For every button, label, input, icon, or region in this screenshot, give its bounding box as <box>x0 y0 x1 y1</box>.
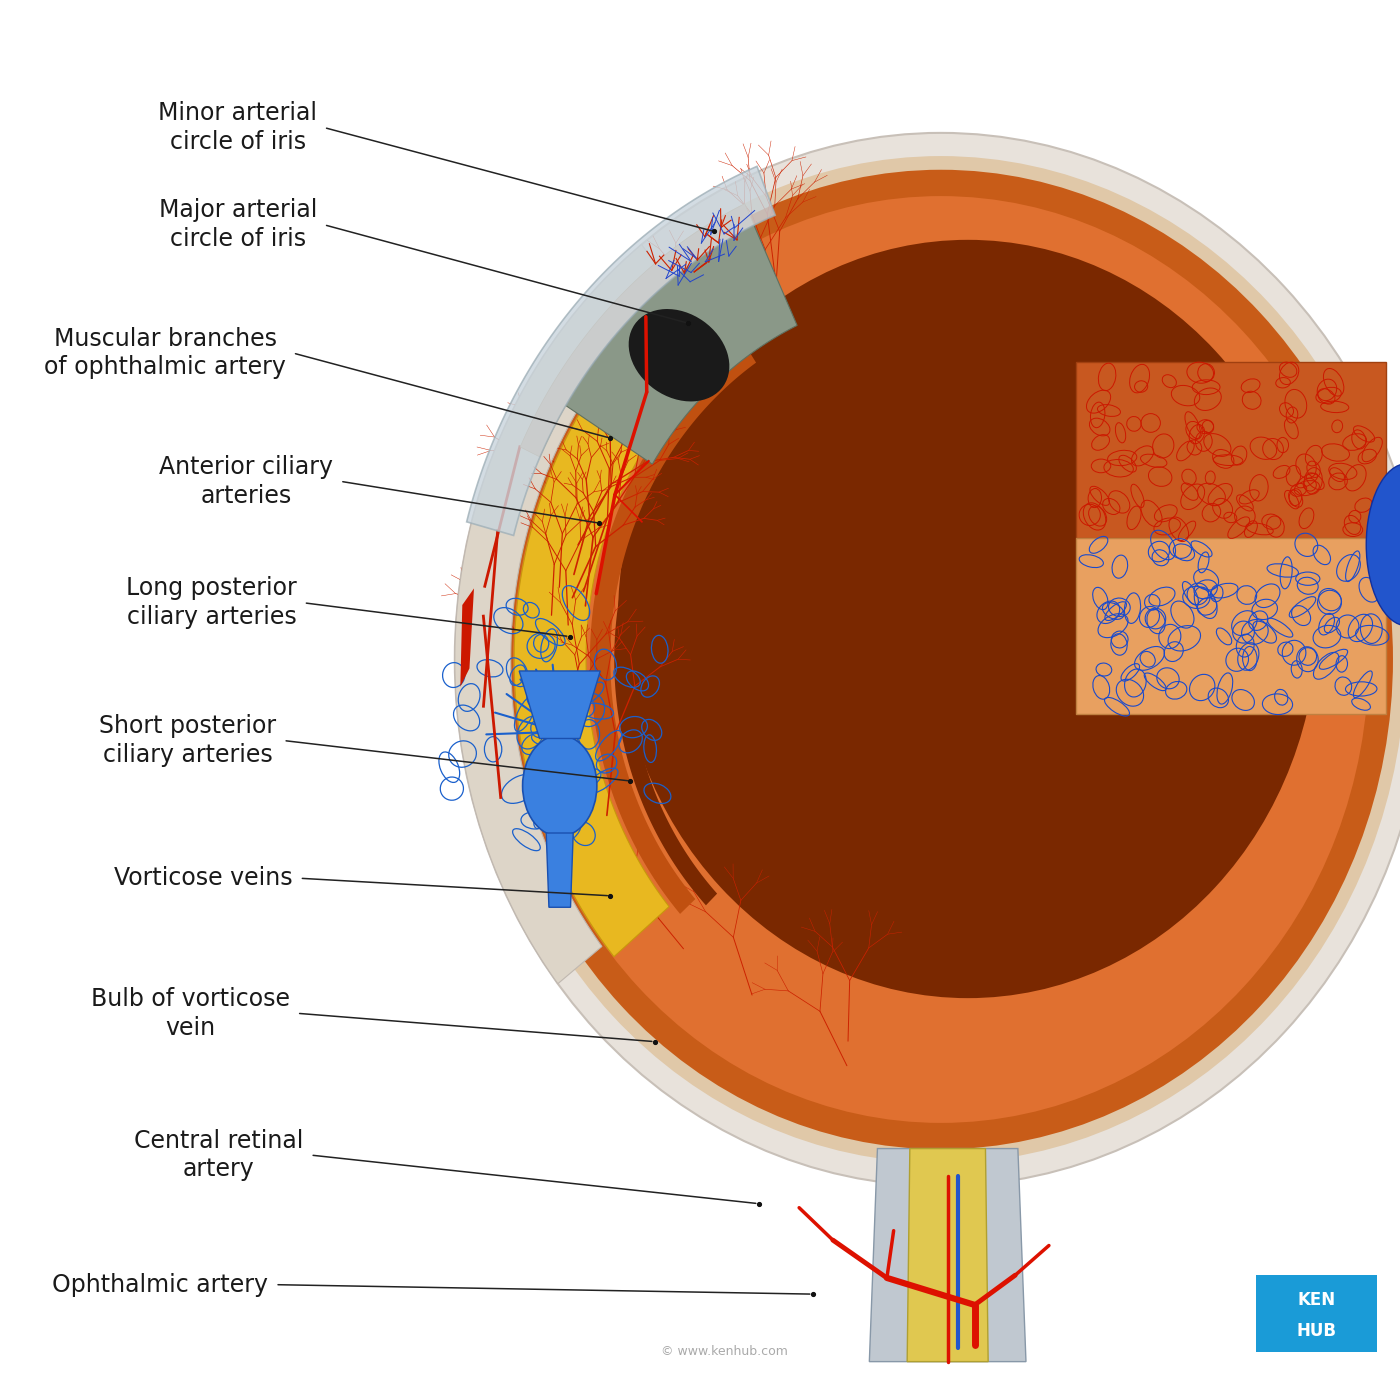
Text: HUB: HUB <box>1296 1322 1336 1340</box>
Ellipse shape <box>629 309 729 402</box>
Polygon shape <box>546 833 573 907</box>
Polygon shape <box>461 588 475 687</box>
Polygon shape <box>455 245 676 984</box>
Polygon shape <box>869 1148 1026 1362</box>
Text: Anterior ciliary
arteries: Anterior ciliary arteries <box>160 455 333 508</box>
Ellipse shape <box>1366 463 1400 626</box>
Polygon shape <box>466 167 776 535</box>
Polygon shape <box>566 225 797 465</box>
Text: Muscular branches
of ophthalmic artery: Muscular branches of ophthalmic artery <box>45 326 286 379</box>
Text: KEN: KEN <box>1298 1291 1336 1309</box>
Polygon shape <box>521 204 755 456</box>
Ellipse shape <box>617 239 1317 998</box>
Polygon shape <box>519 671 601 738</box>
Text: Bulb of vorticose
vein: Bulb of vorticose vein <box>91 987 290 1040</box>
Text: Central retinal
artery: Central retinal artery <box>134 1128 304 1182</box>
Text: Minor arterial
circle of iris: Minor arterial circle of iris <box>158 101 316 154</box>
Polygon shape <box>589 344 756 914</box>
Polygon shape <box>907 1148 988 1362</box>
Polygon shape <box>1077 363 1386 538</box>
Polygon shape <box>514 286 732 956</box>
Ellipse shape <box>489 169 1393 1149</box>
Ellipse shape <box>514 196 1369 1123</box>
Ellipse shape <box>476 155 1400 1163</box>
Ellipse shape <box>522 735 596 836</box>
Polygon shape <box>615 360 776 906</box>
Ellipse shape <box>455 133 1400 1186</box>
Text: Ophthalmic artery: Ophthalmic artery <box>52 1273 269 1296</box>
Polygon shape <box>1077 538 1386 714</box>
Text: Short posterior
ciliary arteries: Short posterior ciliary arteries <box>99 714 277 767</box>
FancyBboxPatch shape <box>1256 1275 1378 1352</box>
Text: Major arterial
circle of iris: Major arterial circle of iris <box>158 199 316 251</box>
Text: © www.kenhub.com: © www.kenhub.com <box>661 1344 788 1358</box>
Text: Vorticose veins: Vorticose veins <box>115 867 293 890</box>
Text: Long posterior
ciliary arteries: Long posterior ciliary arteries <box>126 577 297 629</box>
